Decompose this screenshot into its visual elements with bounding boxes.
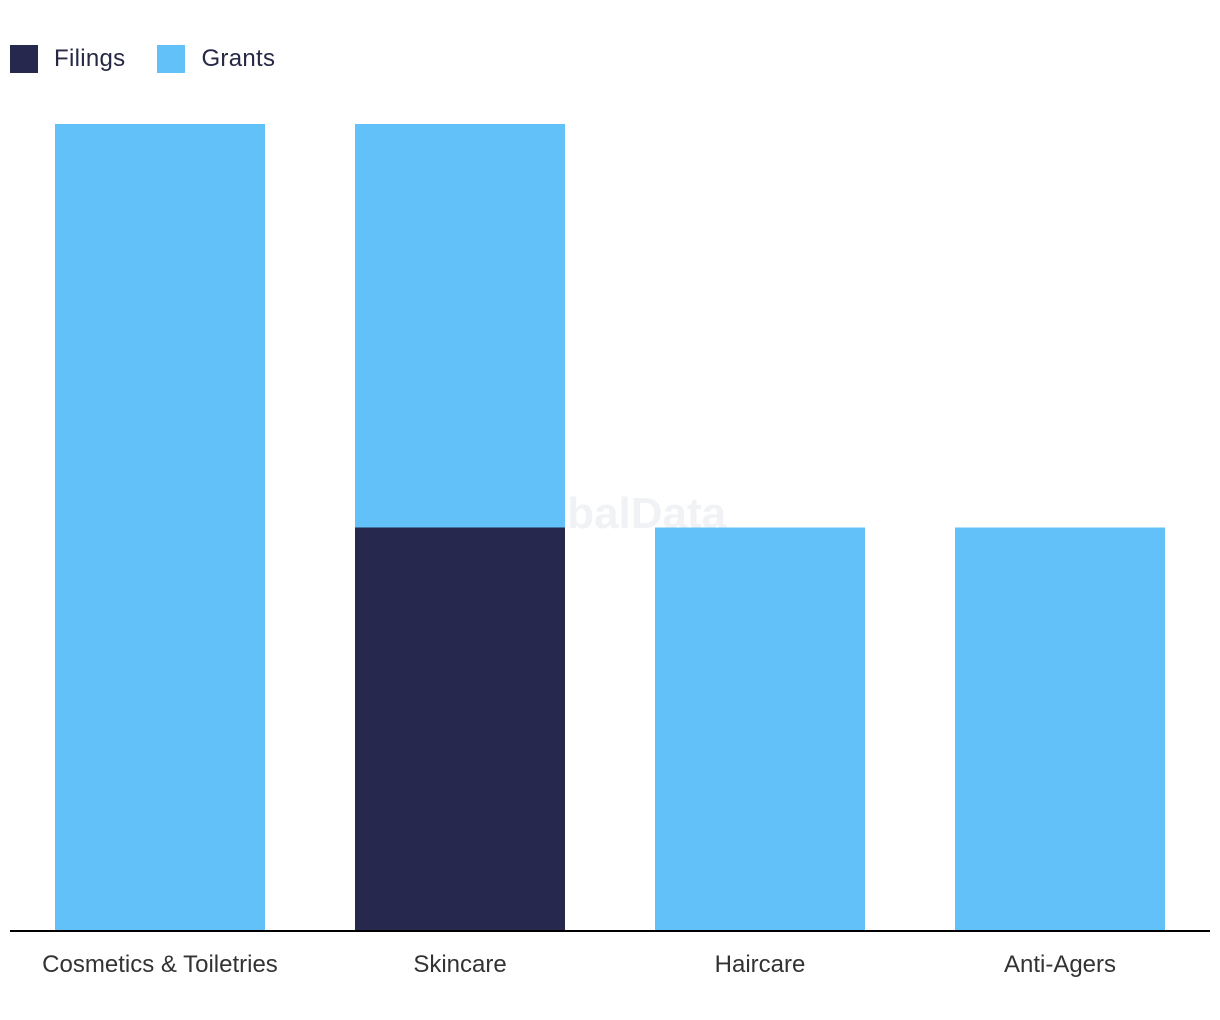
bar-grants-3[interactable] [955, 527, 1165, 932]
legend-item-grants[interactable]: Grants [157, 45, 275, 73]
bars-group [55, 124, 1165, 931]
bar-grants-2[interactable] [655, 527, 865, 932]
x-tick-label: Cosmetics & Toiletries [42, 951, 278, 978]
bar-filings-1[interactable] [355, 527, 565, 932]
x-tick-label: Skincare [413, 951, 506, 978]
x-tick-labels: Cosmetics & Toiletries Skincare Haircare An… [42, 951, 1116, 978]
x-tick-label: Anti-Agers [1004, 951, 1116, 978]
bar-grants-1[interactable] [355, 124, 565, 528]
x-tick-label: Haircare [715, 951, 806, 978]
legend: Filings Grants [10, 42, 307, 76]
legend-label-filings: Filings [54, 45, 126, 72]
bar-grants-0[interactable] [55, 124, 265, 931]
legend-label-grants: Grants [201, 45, 276, 72]
legend-item-filings[interactable]: Filings [10, 45, 125, 73]
legend-swatch-filings [10, 45, 38, 73]
legend-swatch-grants [157, 45, 186, 73]
